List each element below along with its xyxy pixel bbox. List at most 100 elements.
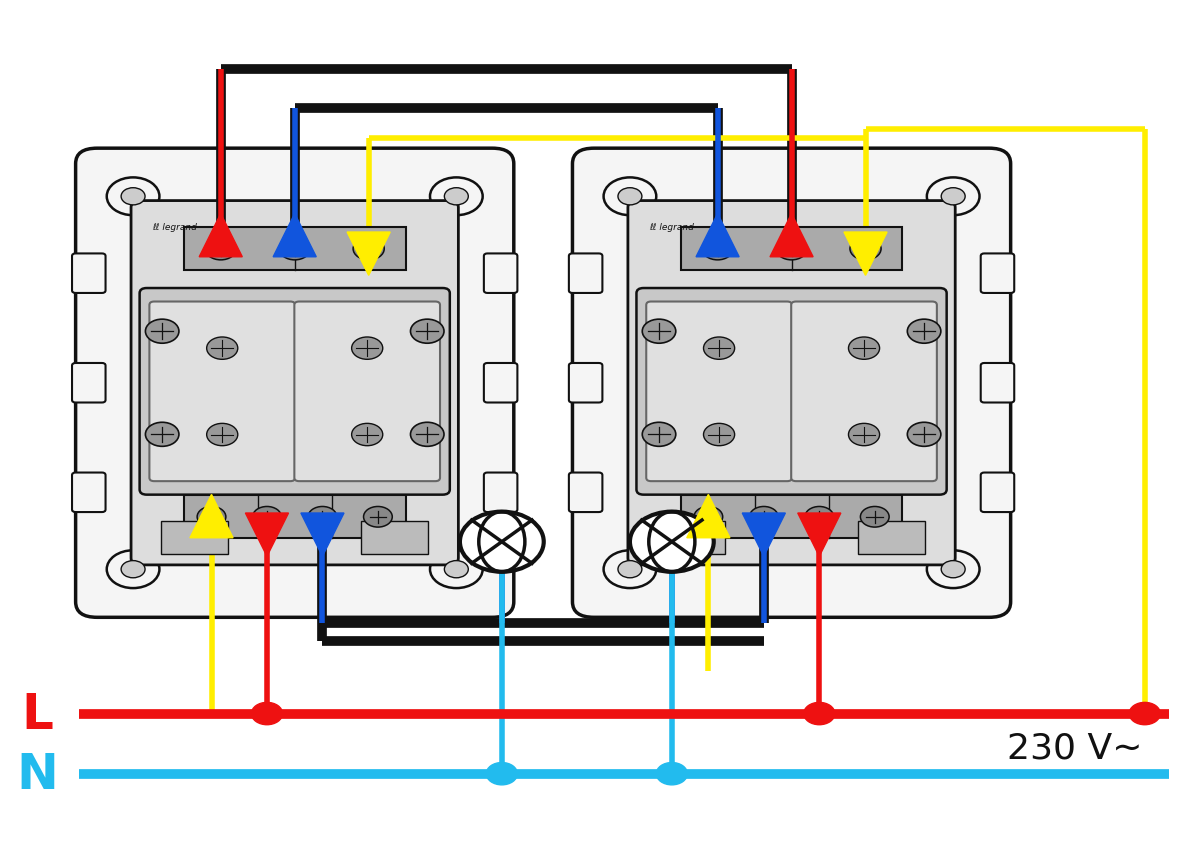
FancyBboxPatch shape: [628, 201, 955, 565]
Circle shape: [308, 507, 337, 528]
Text: N: N: [17, 750, 59, 798]
Circle shape: [410, 319, 444, 344]
Polygon shape: [347, 232, 390, 276]
FancyBboxPatch shape: [484, 254, 517, 294]
Circle shape: [804, 703, 835, 725]
Circle shape: [121, 561, 145, 578]
Polygon shape: [798, 513, 841, 557]
Circle shape: [145, 423, 179, 447]
Circle shape: [364, 507, 392, 528]
Polygon shape: [199, 214, 242, 257]
Circle shape: [604, 551, 656, 588]
Circle shape: [1129, 703, 1160, 725]
Bar: [680, 496, 902, 539]
Text: ℓℓ legrand: ℓℓ legrand: [152, 223, 198, 232]
Circle shape: [702, 238, 733, 261]
Circle shape: [444, 189, 468, 206]
Circle shape: [253, 507, 281, 528]
Circle shape: [107, 178, 160, 216]
Circle shape: [205, 238, 236, 261]
FancyBboxPatch shape: [72, 363, 106, 403]
Circle shape: [926, 178, 979, 216]
FancyBboxPatch shape: [569, 473, 602, 512]
Polygon shape: [301, 513, 344, 557]
Circle shape: [206, 424, 238, 446]
Circle shape: [252, 703, 282, 725]
Polygon shape: [743, 513, 785, 557]
Bar: [184, 496, 406, 539]
Circle shape: [848, 338, 880, 360]
Circle shape: [410, 423, 444, 447]
Circle shape: [848, 424, 880, 446]
Polygon shape: [770, 214, 814, 257]
FancyBboxPatch shape: [484, 473, 517, 512]
Circle shape: [430, 178, 482, 216]
Bar: [161, 522, 228, 554]
FancyBboxPatch shape: [139, 288, 450, 495]
FancyBboxPatch shape: [569, 254, 602, 294]
Circle shape: [694, 507, 722, 528]
FancyBboxPatch shape: [636, 288, 947, 495]
FancyBboxPatch shape: [76, 149, 514, 617]
FancyBboxPatch shape: [647, 302, 792, 481]
Circle shape: [703, 424, 734, 446]
Circle shape: [486, 763, 517, 785]
FancyBboxPatch shape: [484, 363, 517, 403]
Circle shape: [642, 319, 676, 344]
Circle shape: [107, 551, 160, 588]
Circle shape: [618, 189, 642, 206]
FancyBboxPatch shape: [72, 473, 106, 512]
FancyBboxPatch shape: [980, 254, 1014, 294]
Circle shape: [430, 551, 482, 588]
Polygon shape: [686, 495, 730, 538]
Circle shape: [907, 319, 941, 344]
FancyBboxPatch shape: [149, 302, 295, 481]
Circle shape: [907, 423, 941, 447]
Circle shape: [776, 238, 808, 261]
Bar: [658, 522, 725, 554]
Circle shape: [206, 338, 238, 360]
Text: L: L: [22, 690, 53, 738]
Circle shape: [926, 551, 979, 588]
Circle shape: [630, 512, 714, 572]
Circle shape: [850, 238, 881, 261]
Bar: [680, 228, 902, 271]
Bar: [361, 522, 428, 554]
Circle shape: [656, 763, 688, 785]
Circle shape: [352, 338, 383, 360]
Text: 230 V∼: 230 V∼: [1007, 731, 1142, 765]
Circle shape: [941, 189, 965, 206]
FancyBboxPatch shape: [980, 363, 1014, 403]
Circle shape: [444, 561, 468, 578]
Circle shape: [352, 424, 383, 446]
FancyBboxPatch shape: [72, 254, 106, 294]
FancyBboxPatch shape: [569, 363, 602, 403]
Circle shape: [750, 507, 778, 528]
FancyBboxPatch shape: [131, 201, 458, 565]
FancyBboxPatch shape: [791, 302, 937, 481]
Polygon shape: [274, 214, 317, 257]
Circle shape: [703, 338, 734, 360]
Circle shape: [145, 319, 179, 344]
Polygon shape: [246, 513, 288, 557]
Circle shape: [941, 561, 965, 578]
Circle shape: [460, 512, 544, 572]
Circle shape: [618, 561, 642, 578]
FancyBboxPatch shape: [572, 149, 1010, 617]
Polygon shape: [844, 232, 887, 276]
FancyBboxPatch shape: [294, 302, 440, 481]
Polygon shape: [696, 214, 739, 257]
Circle shape: [805, 507, 834, 528]
Circle shape: [197, 507, 226, 528]
Circle shape: [280, 238, 311, 261]
Bar: [858, 522, 925, 554]
Circle shape: [353, 238, 384, 261]
Circle shape: [121, 189, 145, 206]
Circle shape: [642, 423, 676, 447]
Circle shape: [860, 507, 889, 528]
Text: ℓℓ legrand: ℓℓ legrand: [649, 223, 695, 232]
Bar: [184, 228, 406, 271]
Circle shape: [604, 178, 656, 216]
FancyBboxPatch shape: [980, 473, 1014, 512]
Polygon shape: [190, 495, 233, 538]
